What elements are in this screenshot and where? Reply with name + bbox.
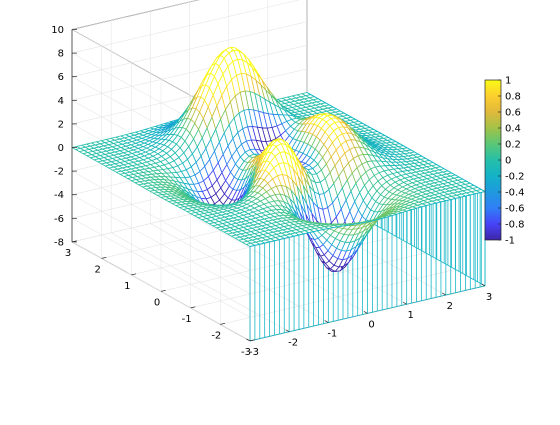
y-tick-label: 3 [65, 248, 71, 259]
y-tick-label: -2 [211, 330, 221, 341]
z-tick-label: -8 [54, 237, 64, 248]
x-tick [364, 311, 368, 313]
surface-mesh [72, 47, 485, 271]
y-tick-label: -3 [241, 347, 251, 358]
x-tick [286, 330, 290, 332]
z-tick-label: 8 [58, 49, 64, 60]
x-tick-label: 0 [368, 319, 374, 330]
y-tick [161, 290, 166, 291]
colorbar-tick-label: -0.8 [505, 220, 525, 231]
colorbar-tick-label: -0.4 [505, 188, 525, 199]
x-tick [325, 321, 329, 323]
x-tick-label: 3 [486, 292, 492, 303]
z-tick-label: 10 [51, 25, 64, 36]
z-axis: -8 -6 -4 -2 0 2 4 6 8 10 [51, 25, 77, 248]
colorbar-tick-label: -0.2 [505, 172, 525, 183]
x-tick-label: -1 [327, 329, 337, 340]
z-tick-label: 2 [58, 119, 64, 130]
y-tick-label: -1 [182, 314, 192, 325]
colorbar-tick-label: -1 [505, 236, 515, 247]
y-tick [191, 307, 196, 308]
x-tick-label: 2 [447, 301, 453, 312]
colorbar-tick-label: -0.6 [505, 204, 525, 215]
colorbar-tick-label: 0.4 [505, 124, 521, 135]
colorbar-tick-label: 0.6 [505, 108, 521, 119]
x-tick [442, 293, 446, 295]
x-tick-label: 1 [407, 310, 413, 321]
y-tick-label: 1 [124, 281, 130, 292]
x-tick-label: -2 [288, 338, 298, 349]
y-tick [220, 323, 225, 324]
colorbar: 1 0.8 0.6 0.4 0.2 0 -0.2 -0.4 -0.6 -0.8 -1 [485, 76, 525, 247]
z-tick-label: -2 [54, 167, 64, 178]
y-tick-label: 0 [154, 297, 160, 308]
z-tick-label: 0 [58, 143, 64, 154]
y-tick [131, 274, 136, 275]
colorbar-tick-label: 0.2 [505, 140, 521, 151]
z-tick-label: -4 [54, 190, 64, 201]
x-tick [481, 284, 485, 286]
y-tick [102, 257, 107, 258]
y-tick-label: 2 [94, 264, 100, 275]
z-tick-label: 6 [58, 72, 64, 83]
x-tick [403, 302, 407, 304]
colorbar-tick-label: 0 [505, 156, 511, 167]
colorbar-tick-label: 0.8 [505, 92, 521, 103]
z-tick-label: -6 [54, 214, 64, 225]
z-tick-label: 4 [58, 96, 64, 107]
x-tick [246, 339, 250, 341]
colorbar-tick-label: 1 [505, 76, 511, 87]
